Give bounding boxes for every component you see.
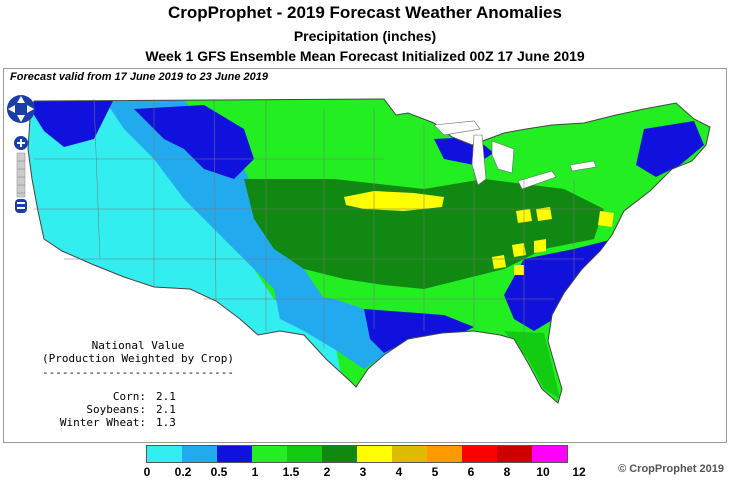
lake-ontario [569,160,597,172]
legend-swatch [147,446,182,462]
legend-swatch [427,446,462,462]
legend-tick-label: 6 [467,465,475,479]
lake-huron [491,140,515,174]
zoom-slider-icon[interactable] [16,152,26,198]
variable-label: Precipitation (inches) [293,28,437,44]
legend-tick-label: 0.2 [174,465,192,479]
legend-swatch [532,446,567,462]
crop-name: Corn: [112,390,146,403]
legend-swatch [497,446,532,462]
national-value-box: National Value (Production Weighted by C… [32,339,244,429]
crop-row-winter-wheat: Winter Wheat: 1.3 [32,416,244,429]
legend-tick-label: 3 [359,465,367,479]
legend-tick-label: 0.5 [210,465,228,479]
legend-swatch [287,446,322,462]
crop-name: Winter Wheat: [59,416,146,429]
crop-row-soybeans: Soybeans: 2.1 [32,403,244,416]
legend-swatch [217,446,252,462]
legend-swatch [462,446,497,462]
legend-swatch [252,446,287,462]
national-divider: ----------------------------- [41,366,235,379]
legend-swatch [357,446,392,462]
map-navigation[interactable] [6,91,36,231]
legend-swatch [392,446,427,462]
crop-name: Soybeans: [86,403,146,416]
legend-tick-labels: 0 0.2 0.5 1 1.5 2 3 4 5 6 8 10 12 [143,463,586,479]
legend-tick-label: 8 [503,465,511,479]
title-block: CropProphet - 2019 Forecast Weather Anom… [0,0,730,66]
lake-michigan [471,134,487,186]
pan-arrows-icon[interactable] [7,95,35,123]
legend-tick-label: 0 [143,465,151,479]
map-panel[interactable]: Forecast valid from 17 June 2019 to 23 J… [3,68,727,443]
us-precip-map[interactable] [4,69,727,443]
crop-value: 1.3 [156,416,176,429]
zoom-in-icon[interactable] [14,136,28,150]
legend-tick-label: 5 [431,465,439,479]
legend-tick-label: 1.5 [282,465,300,479]
legend-tick-label: 4 [395,465,403,479]
legend-swatch [322,446,357,462]
lake-erie [517,170,557,190]
page-title: CropProphet - 2019 Forecast Weather Anom… [168,3,562,22]
color-legend: 0 0.2 0.5 1 1.5 2 3 4 5 6 8 10 12 [143,445,586,479]
forecast-subtitle: Week 1 GFS Ensemble Mean Forecast Initia… [145,48,585,64]
national-value-subtitle: (Production Weighted by Crop) [41,352,235,365]
legend-tick-label: 12 [572,465,586,479]
legend-swatches [146,445,568,463]
lake-superior [433,120,481,136]
legend-tick-label: 2 [323,465,331,479]
legend-swatch [182,446,217,462]
legend-tick-label: 1 [251,465,259,479]
national-value-title: National Value [91,339,185,352]
zoom-out-icon[interactable] [15,199,27,213]
copyright: © CropProphet 2019 [618,463,724,475]
legend-tick-label: 10 [536,465,550,479]
crop-value: 2.1 [156,403,176,416]
state-borders [34,98,604,349]
crop-row-corn: Corn: 2.1 [32,390,244,403]
valid-period: Forecast valid from 17 June 2019 to 23 J… [10,71,269,83]
crop-value: 2.1 [156,390,176,403]
